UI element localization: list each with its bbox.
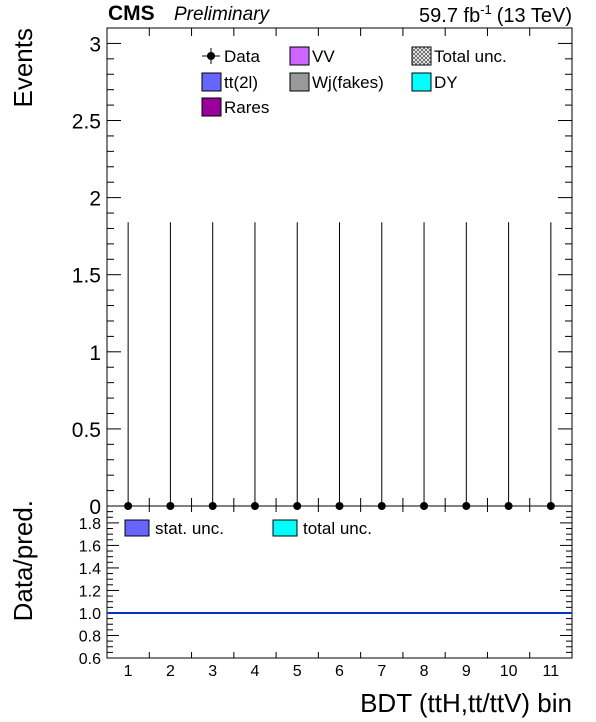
legend-label: VV	[312, 47, 335, 66]
legend-swatch	[289, 46, 310, 66]
main-y-tick-label: 0	[89, 496, 101, 519]
x-tick-label: 9	[462, 663, 471, 680]
ratio-legend: stat. unc. total unc.	[124, 519, 372, 538]
ratio-y-tick-label: 0.6	[79, 651, 101, 668]
ratio-legend-entry-total_unc: total unc.	[272, 519, 372, 538]
legend-entry-wj_fakes: Wj(fakes)	[289, 72, 384, 92]
lumi-energy: (13 TeV)	[497, 5, 572, 27]
main-y-tick-label: 3	[89, 33, 101, 56]
data-points	[124, 222, 555, 510]
legend-entry-rares: Rares	[201, 97, 269, 117]
header-status: Preliminary	[174, 4, 271, 25]
main-y-tick-label: 2.5	[72, 111, 101, 134]
x-axis-label: BDT (ttH,tt/ttV) bin	[360, 688, 572, 718]
legend-swatch-hatch	[411, 46, 432, 66]
legend-swatch	[201, 72, 222, 92]
main-y-tick-label: 2	[89, 188, 101, 211]
ratio-legend-swatch	[124, 519, 150, 537]
x-tick-label: 5	[293, 663, 302, 680]
legend-label: Rares	[224, 98, 269, 117]
legend-label: Data	[224, 47, 260, 66]
lumi-exponent: -1	[480, 2, 492, 17]
ratio-y-tick-label: 0.8	[79, 628, 101, 645]
legend-swatch	[201, 97, 222, 117]
legend-entry-data: Data	[202, 47, 260, 66]
legend-entry-vv: VV	[289, 46, 335, 66]
ratio-panel-frame	[106, 505, 573, 659]
x-tick-label: 10	[500, 663, 518, 680]
legend-label: Total unc.	[434, 47, 507, 66]
ratio-legend-label: stat. unc.	[155, 519, 224, 538]
main-y-axis-label: Events	[8, 28, 38, 108]
main-y-tick-label: 1.5	[72, 265, 101, 288]
x-tick-label: 2	[166, 663, 175, 680]
x-tick-label: 7	[377, 663, 386, 680]
legend-swatch	[289, 72, 310, 92]
x-tick-label: 6	[335, 663, 344, 680]
ratio-legend-label: total unc.	[303, 519, 372, 538]
ratio-y-axis-label: Data/pred.	[8, 500, 38, 621]
ratio-y-tick-label: 1.8	[79, 516, 101, 533]
ratio-y-tick-label: 1.4	[79, 561, 101, 578]
legend-label: tt(2l)	[224, 73, 258, 92]
legend-swatch	[411, 72, 432, 92]
x-tick-label: 8	[420, 663, 429, 680]
legend-entry-tt2l: tt(2l)	[201, 72, 258, 92]
x-tick-label: 3	[208, 663, 217, 680]
lumi-value: 59.7 fb	[419, 5, 480, 27]
main-legend: Data VV Total unc. tt(2l) Wj(fakes) DY Rares	[201, 46, 507, 117]
ratio-y-ticks: 0.6 0.8 1.0 1.2 1.4 1.6 1.8	[79, 505, 572, 668]
x-tick-label: 4	[251, 663, 260, 680]
legend-marker-dot	[207, 52, 215, 60]
ratio-y-tick-label: 1.0	[79, 606, 101, 623]
ratio-y-tick-label: 1.2	[79, 583, 101, 600]
header-luminosity: 59.7 fb-1 (13 TeV)	[419, 2, 572, 27]
legend-label: Wj(fakes)	[312, 73, 384, 92]
x-tick-label: 11	[543, 663, 560, 680]
x-axis-ticks: 1 2 3 4 5 6 7 8 9 10 11	[106, 28, 573, 680]
ratio-legend-entry-stat_unc: stat. unc.	[124, 519, 224, 538]
main-y-ticks: 0 0.5 1 1.5 2 2.5 3	[72, 27, 572, 519]
legend-label: DY	[434, 73, 458, 92]
x-tick-label: 1	[124, 663, 133, 680]
legend-entry-dy: DY	[411, 72, 458, 92]
ratio-y-tick-label: 1.6	[79, 538, 101, 555]
legend-entry-total_unc: Total unc.	[411, 46, 507, 66]
ratio-legend-swatch	[272, 519, 298, 537]
main-y-tick-label: 0.5	[72, 419, 101, 442]
header-experiment: CMS	[108, 2, 155, 25]
main-y-tick-label: 1	[89, 342, 101, 365]
